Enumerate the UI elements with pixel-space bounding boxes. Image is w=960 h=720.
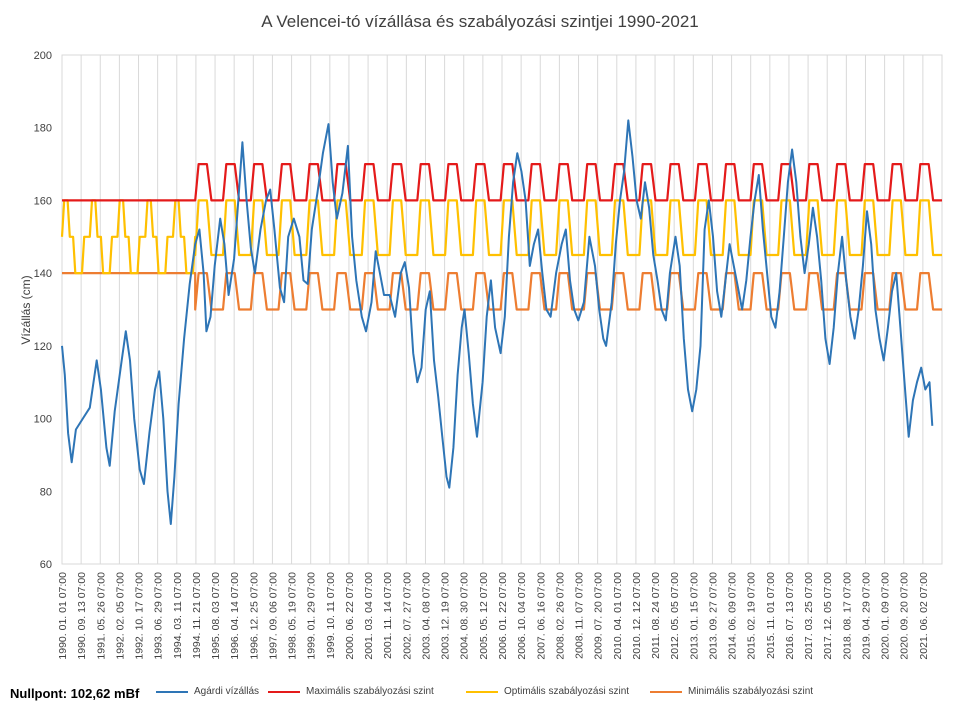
series-layer xyxy=(60,119,942,525)
y-tick-label: 120 xyxy=(34,341,52,353)
x-tick-label: 2006. 10. 04 07:00 xyxy=(516,572,528,660)
x-tick-label: 1995. 08. 03 07:00 xyxy=(210,572,222,660)
legend-swatch-min xyxy=(650,690,682,693)
x-tick-label: 2015. 11. 01 07:00 xyxy=(765,572,777,659)
legend-item-opt: Optimális szabályozási szint xyxy=(466,686,629,697)
axis-layer: 1990. 01. 01 07:00 1990. 09. 13 07:00 1991… xyxy=(34,50,930,660)
x-tick-label: 2016. 07. 13 07:00 xyxy=(784,572,796,660)
y-tick-label: 180 xyxy=(34,123,52,135)
x-tick-label: 1994. 11. 21 07:00 xyxy=(191,572,203,659)
x-tick-label: 1990. 01. 01 07:00 xyxy=(57,572,69,660)
legend-item-min: Minimális szabályozási szint xyxy=(650,686,813,697)
x-tick-label: 2006. 01. 22 07:00 xyxy=(497,572,509,660)
legend-swatch-agardi xyxy=(156,690,188,693)
x-tick-label: 1999. 10. 11 07:00 xyxy=(325,572,337,659)
series-line-max xyxy=(62,163,942,202)
x-tick-label: 1992. 10. 17 07:00 xyxy=(134,572,146,660)
x-tick-label: 2013. 01. 15 07:00 xyxy=(688,572,700,660)
legend-label-max: Maximális szabályozási szint xyxy=(306,686,434,697)
y-tick-label: 200 xyxy=(34,50,52,62)
x-tick-label: 2010. 04. 01 07:00 xyxy=(612,572,624,660)
legend-swatch-opt xyxy=(466,690,498,693)
legend-item-agardi: Agárdi vízállás xyxy=(156,686,259,697)
x-tick-label: 2020. 09. 20 07:00 xyxy=(899,572,911,660)
x-tick-label: 2010. 12. 12 07:00 xyxy=(631,572,643,660)
x-tick-label: 2020. 01. 09 07:00 xyxy=(880,572,892,660)
x-tick-label: 1996. 04. 14 07:00 xyxy=(229,572,241,660)
legend-swatch-max xyxy=(268,690,300,693)
x-tick-label: 2005. 05. 12 07:00 xyxy=(478,572,490,660)
x-tick-label: 1996. 12. 25 07:00 xyxy=(248,572,260,660)
chart-title: A Velencei-tó vízállása és szabályozási … xyxy=(261,12,699,31)
x-tick-label: 1993. 06. 29 07:00 xyxy=(153,572,165,660)
legend-label-min: Minimális szabályozási szint xyxy=(688,686,814,697)
legend-label-opt: Optimális szabályozási szint xyxy=(504,686,630,697)
x-tick-label: 1992. 02. 05 07:00 xyxy=(114,572,126,660)
x-tick-label: 2000. 06. 22 07:00 xyxy=(344,572,356,660)
x-tick-label: 2008. 11. 07 07:00 xyxy=(574,572,586,659)
x-tick-label: 1997. 09. 06 07:00 xyxy=(267,572,279,660)
legend-item-max: Maximális szabályozási szint xyxy=(268,686,434,697)
legend-label-agardi: Agárdi vízállás xyxy=(194,686,260,697)
x-tick-label: 2021. 06. 02 07:00 xyxy=(918,572,930,660)
y-tick-label: 160 xyxy=(34,195,52,207)
x-tick-label: 2019. 04. 29 07:00 xyxy=(860,572,872,660)
x-tick-label: 1994. 03. 11 07:00 xyxy=(172,572,184,659)
nullpont-note: Nullpont: 102,62 mBf xyxy=(10,686,140,701)
x-tick-label: 2017. 03. 25 07:00 xyxy=(803,572,815,660)
x-tick-label: 2002. 07. 27 07:00 xyxy=(401,572,413,660)
y-tick-label: 80 xyxy=(40,486,52,498)
y-axis-label: Vízállás (cm) xyxy=(19,275,33,344)
x-tick-label: 1999. 01. 29 07:00 xyxy=(306,572,318,660)
x-tick-label: 2011. 08. 24 07:00 xyxy=(650,572,662,659)
x-tick-label: 1998. 05. 19 07:00 xyxy=(287,572,299,660)
x-tick-label: 2004. 08. 30 07:00 xyxy=(459,572,471,660)
y-tick-label: 140 xyxy=(34,268,52,280)
series-line-min xyxy=(62,272,942,311)
x-tick-label: 2008. 02. 26 07:00 xyxy=(554,572,566,660)
x-tick-label: 2003. 04. 08 07:00 xyxy=(420,572,432,660)
x-tick-label: 2009. 07. 20 07:00 xyxy=(593,572,605,660)
y-tick-label: 100 xyxy=(34,414,52,426)
x-tick-label: 2015. 02. 19 07:00 xyxy=(746,572,758,660)
x-tick-label: 2003. 12. 19 07:00 xyxy=(440,572,452,660)
x-tick-label: 2018. 08. 17 07:00 xyxy=(841,572,853,660)
x-tick-label: 2007. 06. 16 07:00 xyxy=(535,572,547,660)
y-tick-label: 60 xyxy=(40,559,52,571)
x-tick-label: 1991. 05. 26 07:00 xyxy=(95,572,107,660)
x-tick-label: 2017. 12. 05 07:00 xyxy=(822,572,834,660)
x-tick-label: 2013. 09. 27 07:00 xyxy=(707,572,719,660)
x-tick-label: 2001. 03. 04 07:00 xyxy=(363,572,375,660)
x-tick-label: 2014. 06. 09 07:00 xyxy=(727,572,739,660)
series-line-opt xyxy=(60,199,942,275)
series-line-agardi xyxy=(61,119,934,525)
x-tick-label: 1990. 09. 13 07:00 xyxy=(76,572,88,660)
grid-layer xyxy=(61,54,943,565)
x-tick-label: 2001. 11. 14 07:00 xyxy=(382,572,394,659)
x-tick-label: 2012. 05. 05 07:00 xyxy=(669,572,681,660)
